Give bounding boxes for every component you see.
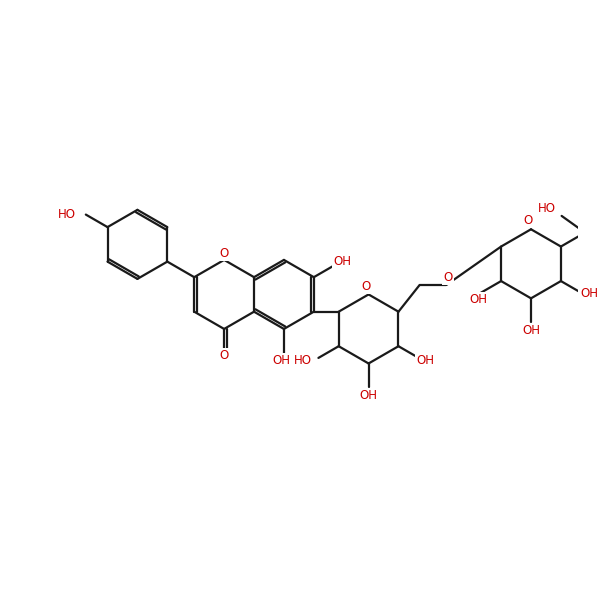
Text: OH: OH [522,323,540,337]
Text: HO: HO [538,202,556,215]
Text: O: O [220,247,229,260]
Text: O: O [524,214,533,227]
Text: O: O [220,349,229,362]
Text: OH: OH [469,293,487,306]
Text: OH: OH [272,354,290,367]
Text: OH: OH [359,389,377,402]
Text: OH: OH [580,287,598,301]
Text: O: O [443,271,452,284]
Text: O: O [361,280,370,293]
Text: OH: OH [333,256,351,268]
Text: OH: OH [416,354,434,367]
Text: HO: HO [294,354,312,367]
Text: HO: HO [58,208,76,221]
